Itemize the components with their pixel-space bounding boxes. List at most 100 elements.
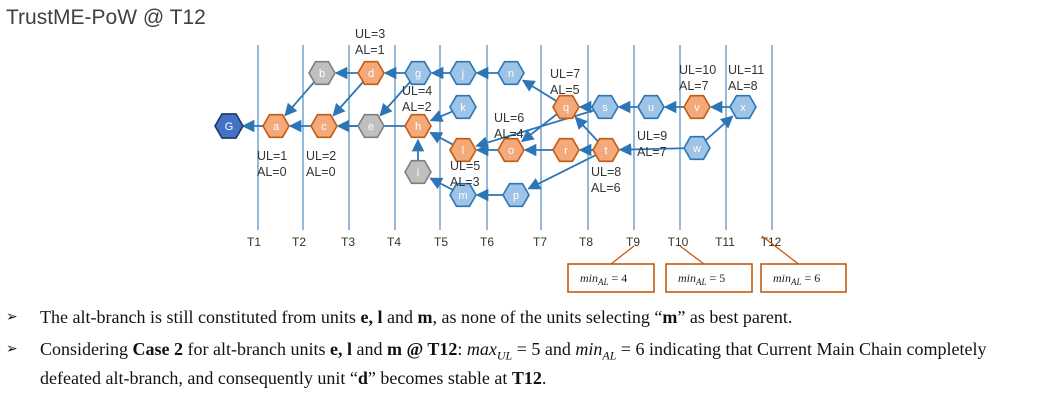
time-ticks: T1 T2 T3 T4 T5 T6 T7 T8 T9 T10 T11 T12 [247, 235, 782, 249]
min-al-box: minAL = 5 [665, 245, 753, 293]
bullet-arrow-icon: ➢ [6, 341, 18, 357]
unit-hexagon [552, 137, 580, 163]
unit-label: o [508, 145, 514, 157]
unit-u: u [637, 94, 665, 120]
time-tick-label: T10 [668, 235, 689, 249]
unit-hexagon [637, 94, 665, 120]
unit-hexagon [591, 94, 619, 120]
unit-w: w [683, 135, 711, 161]
unit-label: n [508, 68, 514, 80]
unit-v: v [683, 94, 711, 120]
unit-t: t [592, 137, 620, 163]
min-al-boxes: minAL = 4 minAL = 5 minAL = 6 [567, 235, 847, 293]
ul-al-annotation: UL=11 AL=8 [728, 63, 764, 93]
unit-label: c [321, 121, 327, 133]
unit-hexagon [502, 182, 530, 208]
unit-hexagon [683, 94, 711, 120]
edge-k-h [429, 110, 453, 122]
unit-m: m [449, 182, 477, 208]
unit-label: b [319, 68, 325, 80]
unit-label: p [513, 190, 519, 202]
edge-l-h [429, 131, 453, 146]
edge-w-x [705, 115, 734, 141]
unit-hexagon [214, 113, 244, 139]
unit-hexagon [357, 60, 385, 86]
min-al-text: minAL = 5 [678, 271, 725, 287]
unit-c: c [310, 113, 338, 139]
bullet-1: ➢ The alt-branch is still constituted fr… [6, 306, 1036, 328]
min-al-text: minAL = 6 [773, 271, 820, 287]
ul-al-annotation: UL=10 AL=7 [679, 63, 716, 93]
edge-t-p [527, 154, 596, 190]
unit-k: k [449, 94, 477, 120]
unit-hexagon [592, 137, 620, 163]
ul-al-annotation: UL=4 AL=2 [402, 84, 432, 114]
unit-label: x [740, 102, 746, 114]
unit-label: l [462, 145, 464, 157]
min-al-rect [760, 263, 847, 293]
unit-hexagon [449, 182, 477, 208]
unit-hexagon [449, 137, 477, 163]
unit-label: k [460, 102, 466, 114]
unit-hexagon [497, 137, 525, 163]
unit-h: h [404, 113, 432, 139]
unit-label: j [461, 68, 464, 80]
connector-line [761, 235, 799, 265]
min-al-box: minAL = 6 [760, 235, 847, 293]
time-tick-label: T4 [387, 235, 401, 249]
time-tick-label: T7 [533, 235, 547, 249]
unit-hexagon [404, 159, 432, 185]
unit-G: G [214, 113, 244, 139]
time-tick-label: T6 [480, 235, 494, 249]
unit-hexagon [449, 60, 477, 86]
ul-al-annotation: UL=8 AL=6 [591, 165, 621, 195]
unit-label: i [417, 167, 419, 179]
unit-hexagon [262, 113, 290, 139]
unit-label: u [648, 102, 654, 114]
edge-t-q [574, 116, 599, 142]
min-al-rect [567, 263, 655, 293]
bullet-2: ➢ Considering Case 2 for alt-branch unit… [6, 338, 1036, 389]
unit-label: q [563, 102, 569, 114]
unit-i: i [404, 159, 432, 185]
unit-x: x [729, 94, 757, 120]
unit-s: s [591, 94, 619, 120]
unit-hexagon [308, 60, 336, 86]
ul-al-annotation: UL=3 AL=1 [355, 27, 385, 57]
ul-al-annotation: UL=5 AL=3 [450, 159, 480, 189]
bullet-arrow-icon: ➢ [6, 309, 18, 325]
unit-hexagon [729, 94, 757, 120]
unit-hexagon [683, 135, 711, 161]
unit-j: j [449, 60, 477, 86]
unit-hexagon [404, 113, 432, 139]
time-tick-label: T11 [715, 235, 735, 249]
min-al-rect [665, 263, 753, 293]
ul-al-annotation: UL=9 AL=7 [637, 129, 667, 159]
edge-b-a [284, 81, 315, 117]
unit-q: q [552, 94, 580, 120]
unit-hexagon [310, 113, 338, 139]
unit-annotations: UL=3 AL=1 UL=4 AL=2 UL=1 AL=0 UL=2 AL=0 UL=6 AL=4… [257, 27, 764, 195]
unit-label: g [415, 68, 421, 80]
bullet-2-text: Considering Case 2 for alt-branch units … [40, 339, 987, 388]
connector-line [679, 245, 705, 265]
unit-label: G [225, 121, 234, 133]
bullet-1-text: The alt-branch is still constituted from… [40, 307, 793, 327]
unit-label: v [694, 102, 700, 114]
time-tick-label: T1 [247, 235, 261, 249]
unit-hexagon [497, 60, 525, 86]
min-al-box: minAL = 4 [567, 245, 655, 293]
unit-label: t [604, 145, 607, 157]
unit-p: p [502, 182, 530, 208]
unit-label: h [415, 121, 421, 133]
diagram-title: TrustME-PoW @ T12 [6, 6, 206, 29]
ul-al-annotation: UL=7 AL=5 [550, 67, 580, 97]
unit-b: b [308, 60, 336, 86]
unit-n: n [497, 60, 525, 86]
unit-d: d [357, 60, 385, 86]
unit-label: d [368, 68, 374, 80]
ul-al-annotation: UL=1 AL=0 [257, 149, 287, 179]
min-al-text: minAL = 4 [580, 271, 627, 287]
edge-m-i [429, 177, 453, 191]
